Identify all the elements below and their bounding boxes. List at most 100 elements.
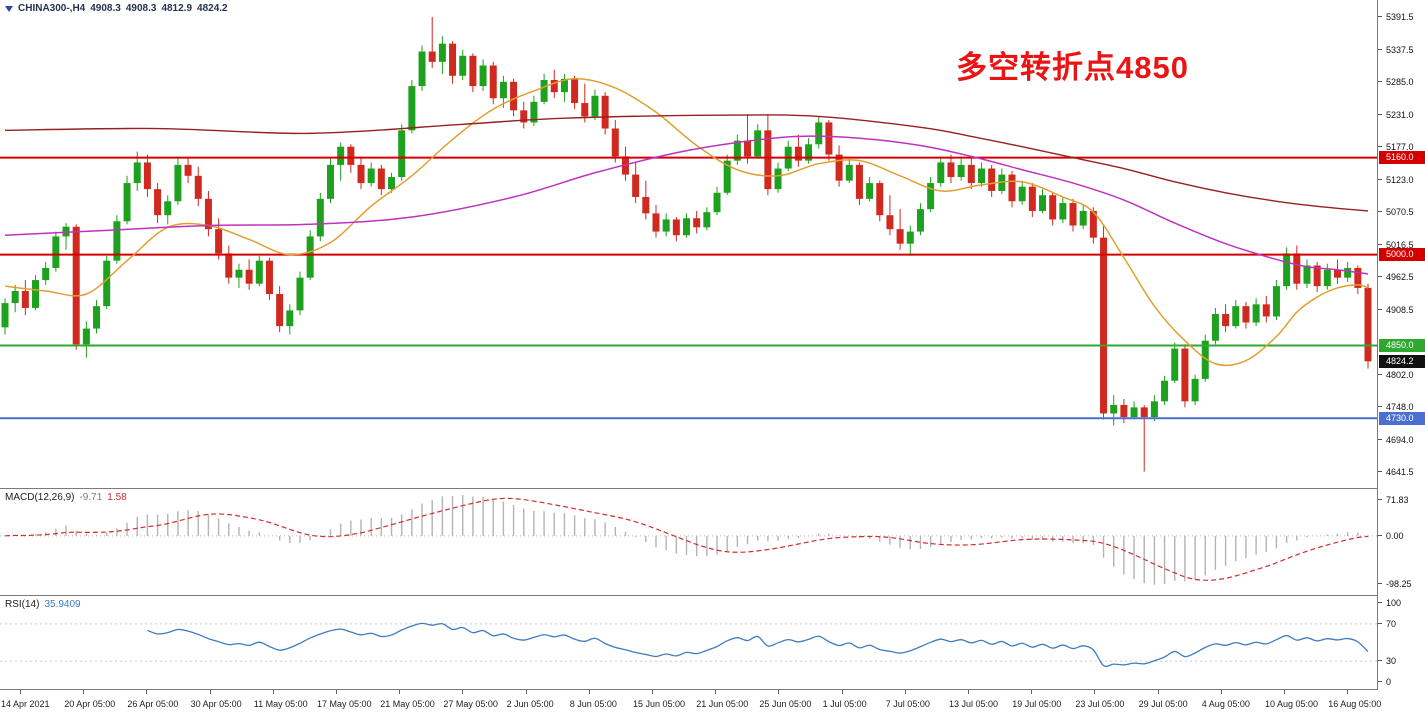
macd-scale-tick: 0.00 — [1378, 531, 1425, 541]
candle — [316, 192, 324, 242]
candle — [988, 164, 996, 198]
macd-chart[interactable] — [0, 489, 1377, 595]
candle — [1150, 395, 1158, 422]
candle — [367, 162, 375, 187]
candle — [337, 142, 345, 181]
price-tick: 5391.5 — [1378, 12, 1425, 22]
candle — [225, 245, 233, 284]
candle — [72, 224, 80, 350]
price-tick: 4802.0 — [1378, 370, 1425, 380]
candle — [438, 36, 446, 74]
candle — [1242, 301, 1250, 329]
candle — [1313, 261, 1321, 293]
candle — [662, 213, 670, 237]
date-label: 2 Jun 05:00 — [506, 699, 554, 709]
date-tick — [272, 690, 274, 694]
price-scale[interactable]: 5391.5 5337.5 5285.0 5231.0 5177.0 5123.0 5070… — [1377, 0, 1425, 690]
candle — [530, 95, 538, 127]
date-label: 20 Apr 05:00 — [64, 699, 116, 709]
date-label: 26 Apr 05:00 — [127, 699, 179, 709]
candle — [581, 83, 589, 123]
macd-panel[interactable]: MACD(12,26,9) -9.71 1.58 — [0, 489, 1377, 596]
price-badge-4850.0[interactable]: 4850.0 — [1379, 339, 1425, 353]
macd-scale-tick: -98.25 — [1378, 579, 1425, 589]
date-tick — [904, 690, 906, 694]
candle — [855, 162, 863, 205]
macd-label: MACD(12,26,9) -9.71 1.58 — [5, 492, 127, 503]
candle — [540, 73, 548, 105]
candle — [866, 177, 874, 202]
price-tick: 5016.5 — [1378, 240, 1425, 250]
date-tick — [652, 690, 653, 694]
candle — [906, 225, 914, 256]
price-badge-5160.0[interactable]: 5160.0 — [1379, 151, 1425, 165]
candle — [428, 16, 436, 68]
candle — [733, 134, 741, 165]
candle — [886, 195, 894, 236]
candle — [154, 183, 162, 224]
date-axis[interactable]: 14 Apr 2021 20 Apr 05:00 26 Apr 05:00 30 Ap… — [0, 690, 1425, 719]
price-badge-5000.0[interactable]: 5000.0 — [1379, 248, 1425, 262]
candlestick-chart[interactable] — [0, 0, 1377, 488]
rsi-panel[interactable]: RSI(14) 35.9409 — [0, 596, 1377, 690]
candle — [1222, 304, 1230, 333]
price-tick: 4748.0 — [1378, 402, 1425, 412]
candle — [377, 164, 385, 196]
candle — [174, 156, 182, 205]
main-price-panel[interactable]: CHINA300-,H4 4908.3 4908.3 4812.9 4824.2… — [0, 0, 1377, 489]
candle — [1059, 197, 1067, 224]
candle — [1191, 374, 1199, 405]
date-tick — [968, 690, 969, 694]
candle — [927, 177, 935, 213]
date-tick — [1220, 690, 1222, 694]
candle — [265, 257, 273, 301]
date-label: 16 Aug 05:00 — [1328, 699, 1382, 709]
price-tick: 5070.5 — [1378, 207, 1425, 217]
macd-main-value: -9.71 — [79, 492, 103, 503]
candle — [1354, 265, 1362, 295]
date-label: 21 May 05:00 — [380, 699, 435, 709]
macd-signal-value: 1.58 — [107, 492, 127, 503]
candle — [815, 116, 823, 149]
candle — [1171, 342, 1179, 384]
candle — [204, 190, 212, 237]
candle — [835, 145, 843, 187]
date-tick — [146, 690, 148, 694]
candle — [489, 61, 497, 105]
date-label: 21 Jun 05:00 — [696, 699, 749, 709]
candle — [52, 231, 60, 272]
candle — [1344, 261, 1352, 282]
price-tick: 4962.5 — [1378, 272, 1425, 282]
candle — [1008, 170, 1016, 208]
candle — [1018, 180, 1026, 205]
date-label: 30 Apr 05:00 — [190, 699, 242, 709]
price-tick: 4694.0 — [1378, 435, 1425, 445]
symbol-period-label: CHINA300-,H4 — [18, 3, 86, 14]
date-label: 25 Jun 05:00 — [759, 699, 812, 709]
candle — [805, 138, 813, 164]
candle — [825, 120, 833, 161]
candle — [1211, 307, 1219, 345]
price-tick: 5231.0 — [1378, 110, 1425, 120]
candle — [1262, 295, 1270, 323]
date-label: 15 Jun 05:00 — [633, 699, 686, 709]
candle — [32, 275, 40, 311]
candle — [672, 217, 680, 242]
candle — [357, 157, 365, 190]
candle — [947, 154, 955, 184]
candle — [388, 172, 396, 193]
macd-histogram — [14, 495, 1369, 585]
date-label: 7 Jul 05:00 — [885, 699, 930, 709]
rsi-scale-tick: 100 — [1378, 598, 1425, 608]
rsi-chart[interactable] — [0, 596, 1377, 689]
candle — [296, 271, 304, 316]
candle — [774, 162, 782, 193]
rsi-line — [147, 622, 1369, 667]
candle — [194, 166, 202, 207]
price-badge-4730.0[interactable]: 4730.0 — [1379, 411, 1425, 425]
candle — [967, 157, 975, 190]
candle — [642, 180, 650, 220]
candle — [184, 157, 192, 184]
price-tick: 4641.5 — [1378, 467, 1425, 477]
date-tick — [1031, 690, 1033, 694]
